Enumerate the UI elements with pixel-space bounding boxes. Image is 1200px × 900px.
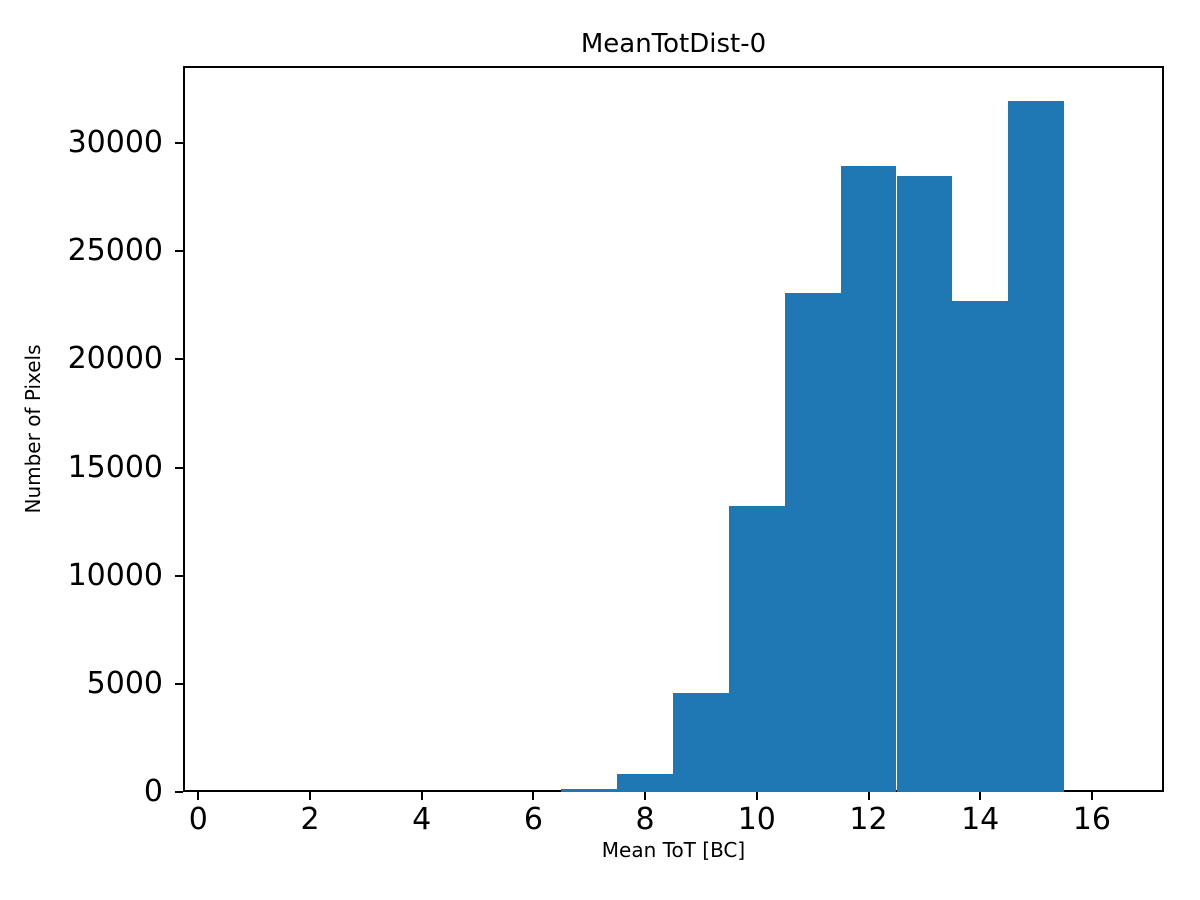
y-tick-mark: [175, 142, 183, 144]
histogram-bar: [728, 506, 785, 792]
y-tick-mark: [175, 682, 183, 685]
x-tick-label: 10: [737, 802, 776, 837]
x-tick-mark: [197, 792, 200, 800]
chart-title: MeanTotDist-0: [580, 29, 767, 59]
x-tick-mark: [309, 792, 311, 800]
y-tick-label: 0: [143, 774, 163, 809]
histogram-bar: [896, 176, 953, 792]
x-tick-mark: [979, 792, 982, 800]
x-tick-mark: [420, 792, 423, 800]
x-tick-label: 8: [635, 802, 655, 837]
y-tick-label: 10000: [67, 557, 163, 593]
x-tick-mark: [867, 792, 870, 800]
x-tick-mark: [644, 792, 647, 800]
y-tick-mark: [175, 574, 183, 577]
x-tick-label: 12: [849, 802, 888, 837]
y-tick-label: 20000: [67, 341, 163, 377]
x-tick-label: 14: [961, 802, 1000, 837]
x-tick-label: 0: [188, 802, 208, 837]
histogram-bar: [561, 788, 618, 792]
histogram-bar: [784, 293, 841, 792]
y-tick-label: 15000: [67, 449, 163, 485]
x-tick-label: 4: [412, 802, 432, 837]
x-tick-mark: [1090, 792, 1093, 800]
y-tick-label: 25000: [67, 233, 163, 269]
histogram-bar: [1008, 101, 1065, 792]
x-tick-label: 16: [1072, 802, 1111, 837]
x-axis-label: Mean ToT [BC]: [601, 838, 746, 862]
x-tick-label: 2: [300, 802, 320, 837]
plot-area: 0 2 4 6 8 10 12 14 16 0 5000 10000 15000 20000 25000 30…: [68, 66, 1164, 837]
y-tick-mark: [175, 250, 183, 253]
histogram-bar: [673, 693, 729, 792]
y-tick-mark: [175, 358, 183, 361]
x-tick-mark: [532, 792, 535, 800]
y-tick-label: 5000: [86, 665, 163, 701]
y-tick-label: 30000: [67, 125, 163, 160]
y-tick-mark: [175, 466, 183, 469]
x-tick-label: 6: [523, 802, 543, 837]
histogram-bar: [840, 165, 897, 792]
histogram-bar: [617, 774, 674, 792]
x-tick-mark: [755, 792, 758, 800]
histogram-bar: [952, 300, 1009, 792]
y-tick-mark: [175, 791, 183, 793]
